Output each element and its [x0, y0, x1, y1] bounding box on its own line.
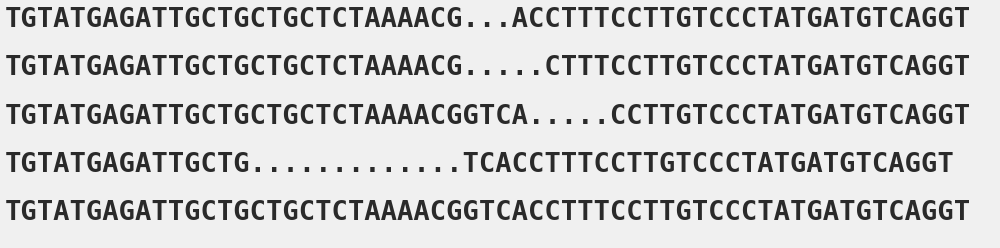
Text: TGTATGAGATTGCTGCTGCTCTAAAACGGTCA.....CCTTGTCCCTATGATGTCAGGT: TGTATGAGATTGCTGCTGCTCTAAAACGGTCA.....CCT…	[5, 104, 971, 129]
Text: TGTATGAGATTGCTG.............TCACCTTTCCTTGTCCCTATGATGTCAGGT: TGTATGAGATTGCTG.............TCACCTTTCCTT…	[5, 152, 955, 178]
Text: TGTATGAGATTGCTGCTGCTCTAAAACG...ACCTTTCCTTGTCCCTATGATGTCAGGT: TGTATGAGATTGCTGCTGCTCTAAAACG...ACCTTTCCT…	[5, 7, 971, 33]
Text: TGTATGAGATTGCTGCTGCTCTAAAACG.....CTTTCCTTGTCCCTATGATGTCAGGT: TGTATGAGATTGCTGCTGCTCTAAAACG.....CTTTCCT…	[5, 55, 971, 81]
Text: TGTATGAGATTGCTGCTGCTCTAAAACGGTCACCTTTCCTTGTCCCTATGATGTCAGGT: TGTATGAGATTGCTGCTGCTCTAAAACGGTCACCTTTCCT…	[5, 200, 971, 226]
